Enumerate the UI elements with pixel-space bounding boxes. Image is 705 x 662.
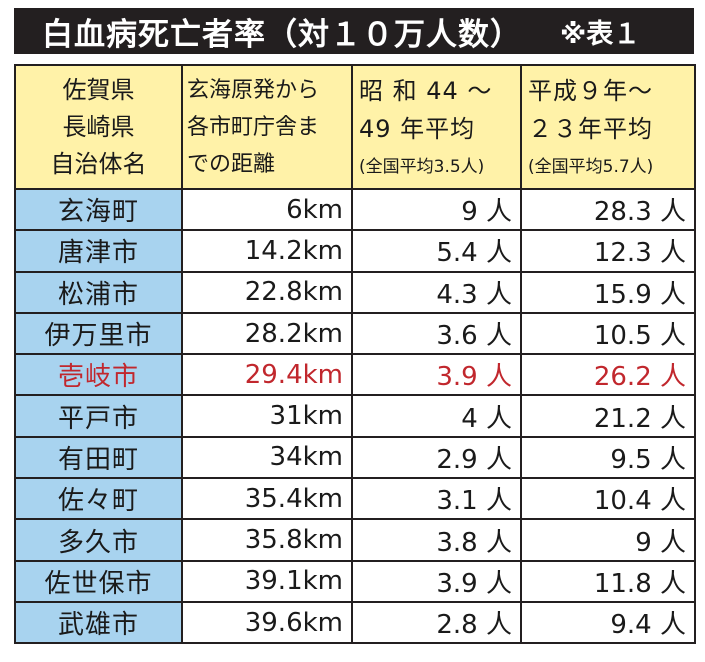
header-rate-heisei-line: ２３年平均 (528, 115, 653, 143)
rate-heisei-cell: 21.2 人 (520, 394, 696, 438)
header-distance-line: 各市町庁舎ま (187, 114, 320, 140)
rate-showa-cell: 5.4 人 (351, 229, 522, 273)
header-distance-line: 玄海原発から (187, 77, 320, 103)
table-row: 武雄市 39.6km 2.8 人 9.4 人 (14, 600, 696, 645)
header-municipality-line: 佐賀県 (62, 75, 135, 104)
distance-cell: 35.8km (181, 518, 353, 562)
header-rate-heisei-national-avg: (全国平均5.7人) (528, 157, 654, 177)
header-distance-line: での距離 (187, 151, 276, 177)
leukemia-death-rate-table: 佐賀県 長崎県 自治体名 玄海原発から 各市町庁舎ま での距離 昭 和 44 〜… (14, 64, 696, 645)
rate-heisei-cell: 10.4 人 (520, 477, 696, 521)
table-row: 伊万里市 28.2km 3.6 人 10.5 人 (14, 311, 696, 356)
rate-heisei-cell: 9.5 人 (520, 435, 696, 480)
municipality-cell: 佐々町 (14, 477, 183, 521)
header-distance: 玄海原発から 各市町庁舎ま での距離 (181, 64, 353, 190)
rate-heisei-cell: 26.2 人 (520, 353, 696, 397)
header-rate-showa-national-avg: (全国平均3.5人) (359, 157, 485, 177)
municipality-cell: 武雄市 (14, 600, 183, 645)
rate-showa-cell: 3.1 人 (351, 477, 522, 521)
municipality-cell: 有田町 (14, 435, 183, 480)
table-title-bar: 白血病死亡者率（対１０万人数） ※表１ (14, 8, 694, 54)
table-title: 白血病死亡者率（対１０万人数） (42, 16, 522, 53)
distance-cell: 29.4km (181, 353, 353, 397)
table-row: 佐々町 35.4km 3.1 人 10.4 人 (14, 477, 696, 521)
rate-showa-cell: 4.3 人 (351, 270, 522, 314)
rate-heisei-cell: 12.3 人 (520, 229, 696, 273)
table-body: 玄海町 6km 9 人 28.3 人唐津市 14.2km 5.4 人 12.3 人松浦市 22… (14, 187, 696, 645)
municipality-cell: 壱岐市 (14, 353, 183, 397)
rate-heisei-cell: 28.3 人 (520, 187, 696, 232)
municipality-cell: 平戸市 (14, 394, 183, 438)
rate-showa-cell: 3.9 人 (351, 353, 522, 397)
header-municipality-line: 自治体名 (50, 149, 147, 178)
table-header-row: 佐賀県 長崎県 自治体名 玄海原発から 各市町庁舎ま での距離 昭 和 44 〜… (14, 64, 696, 190)
header-municipality: 佐賀県 長崎県 自治体名 (14, 64, 183, 190)
municipality-cell: 多久市 (14, 518, 183, 562)
distance-cell: 22.8km (181, 270, 353, 314)
distance-cell: 28.2km (181, 311, 353, 356)
distance-cell: 6km (181, 187, 353, 232)
table-row: 平戸市 31km 4 人 21.2 人 (14, 394, 696, 438)
rate-heisei-cell: 10.5 人 (520, 311, 696, 356)
distance-cell: 34km (181, 435, 353, 480)
table-row: 玄海町 6km 9 人 28.3 人 (14, 187, 696, 232)
rate-showa-cell: 3.9 人 (351, 559, 522, 603)
rate-showa-cell: 4 人 (351, 394, 522, 438)
rate-heisei-cell: 11.8 人 (520, 559, 696, 603)
distance-cell: 39.1km (181, 559, 353, 603)
header-rate-showa-line: 昭 和 44 〜 (359, 77, 493, 105)
header-municipality-line: 長崎県 (62, 112, 135, 141)
table-row: 松浦市 22.8km 4.3 人 15.9 人 (14, 270, 696, 314)
header-rate-heisei: 平成９年〜 ２３年平均 (全国平均5.7人) (520, 64, 696, 190)
header-rate-showa: 昭 和 44 〜 49 年平均 (全国平均3.5人) (351, 64, 522, 190)
rate-heisei-cell: 9 人 (520, 518, 696, 562)
municipality-cell: 松浦市 (14, 270, 183, 314)
distance-cell: 39.6km (181, 600, 353, 645)
rate-showa-cell: 2.8 人 (351, 600, 522, 645)
header-rate-heisei-line: 平成９年〜 (528, 77, 653, 105)
rate-heisei-cell: 9.4 人 (520, 600, 696, 645)
municipality-cell: 玄海町 (14, 187, 183, 232)
rate-showa-cell: 3.8 人 (351, 518, 522, 562)
municipality-cell: 伊万里市 (14, 311, 183, 356)
table-row: 壱岐市 29.4km 3.9 人 26.2 人 (14, 353, 696, 397)
table-note: ※表１ (560, 18, 641, 50)
rate-showa-cell: 2.9 人 (351, 435, 522, 480)
distance-cell: 14.2km (181, 229, 353, 273)
municipality-cell: 佐世保市 (14, 559, 183, 603)
header-rate-showa-line: 49 年平均 (359, 115, 476, 143)
rate-showa-cell: 3.6 人 (351, 311, 522, 356)
table-row: 唐津市 14.2km 5.4 人 12.3 人 (14, 229, 696, 273)
table-row: 有田町 34km 2.9 人 9.5 人 (14, 435, 696, 480)
rate-showa-cell: 9 人 (351, 187, 522, 232)
distance-cell: 31km (181, 394, 353, 438)
rate-heisei-cell: 15.9 人 (520, 270, 696, 314)
municipality-cell: 唐津市 (14, 229, 183, 273)
distance-cell: 35.4km (181, 477, 353, 521)
table-row: 佐世保市 39.1km 3.9 人 11.8 人 (14, 559, 696, 603)
